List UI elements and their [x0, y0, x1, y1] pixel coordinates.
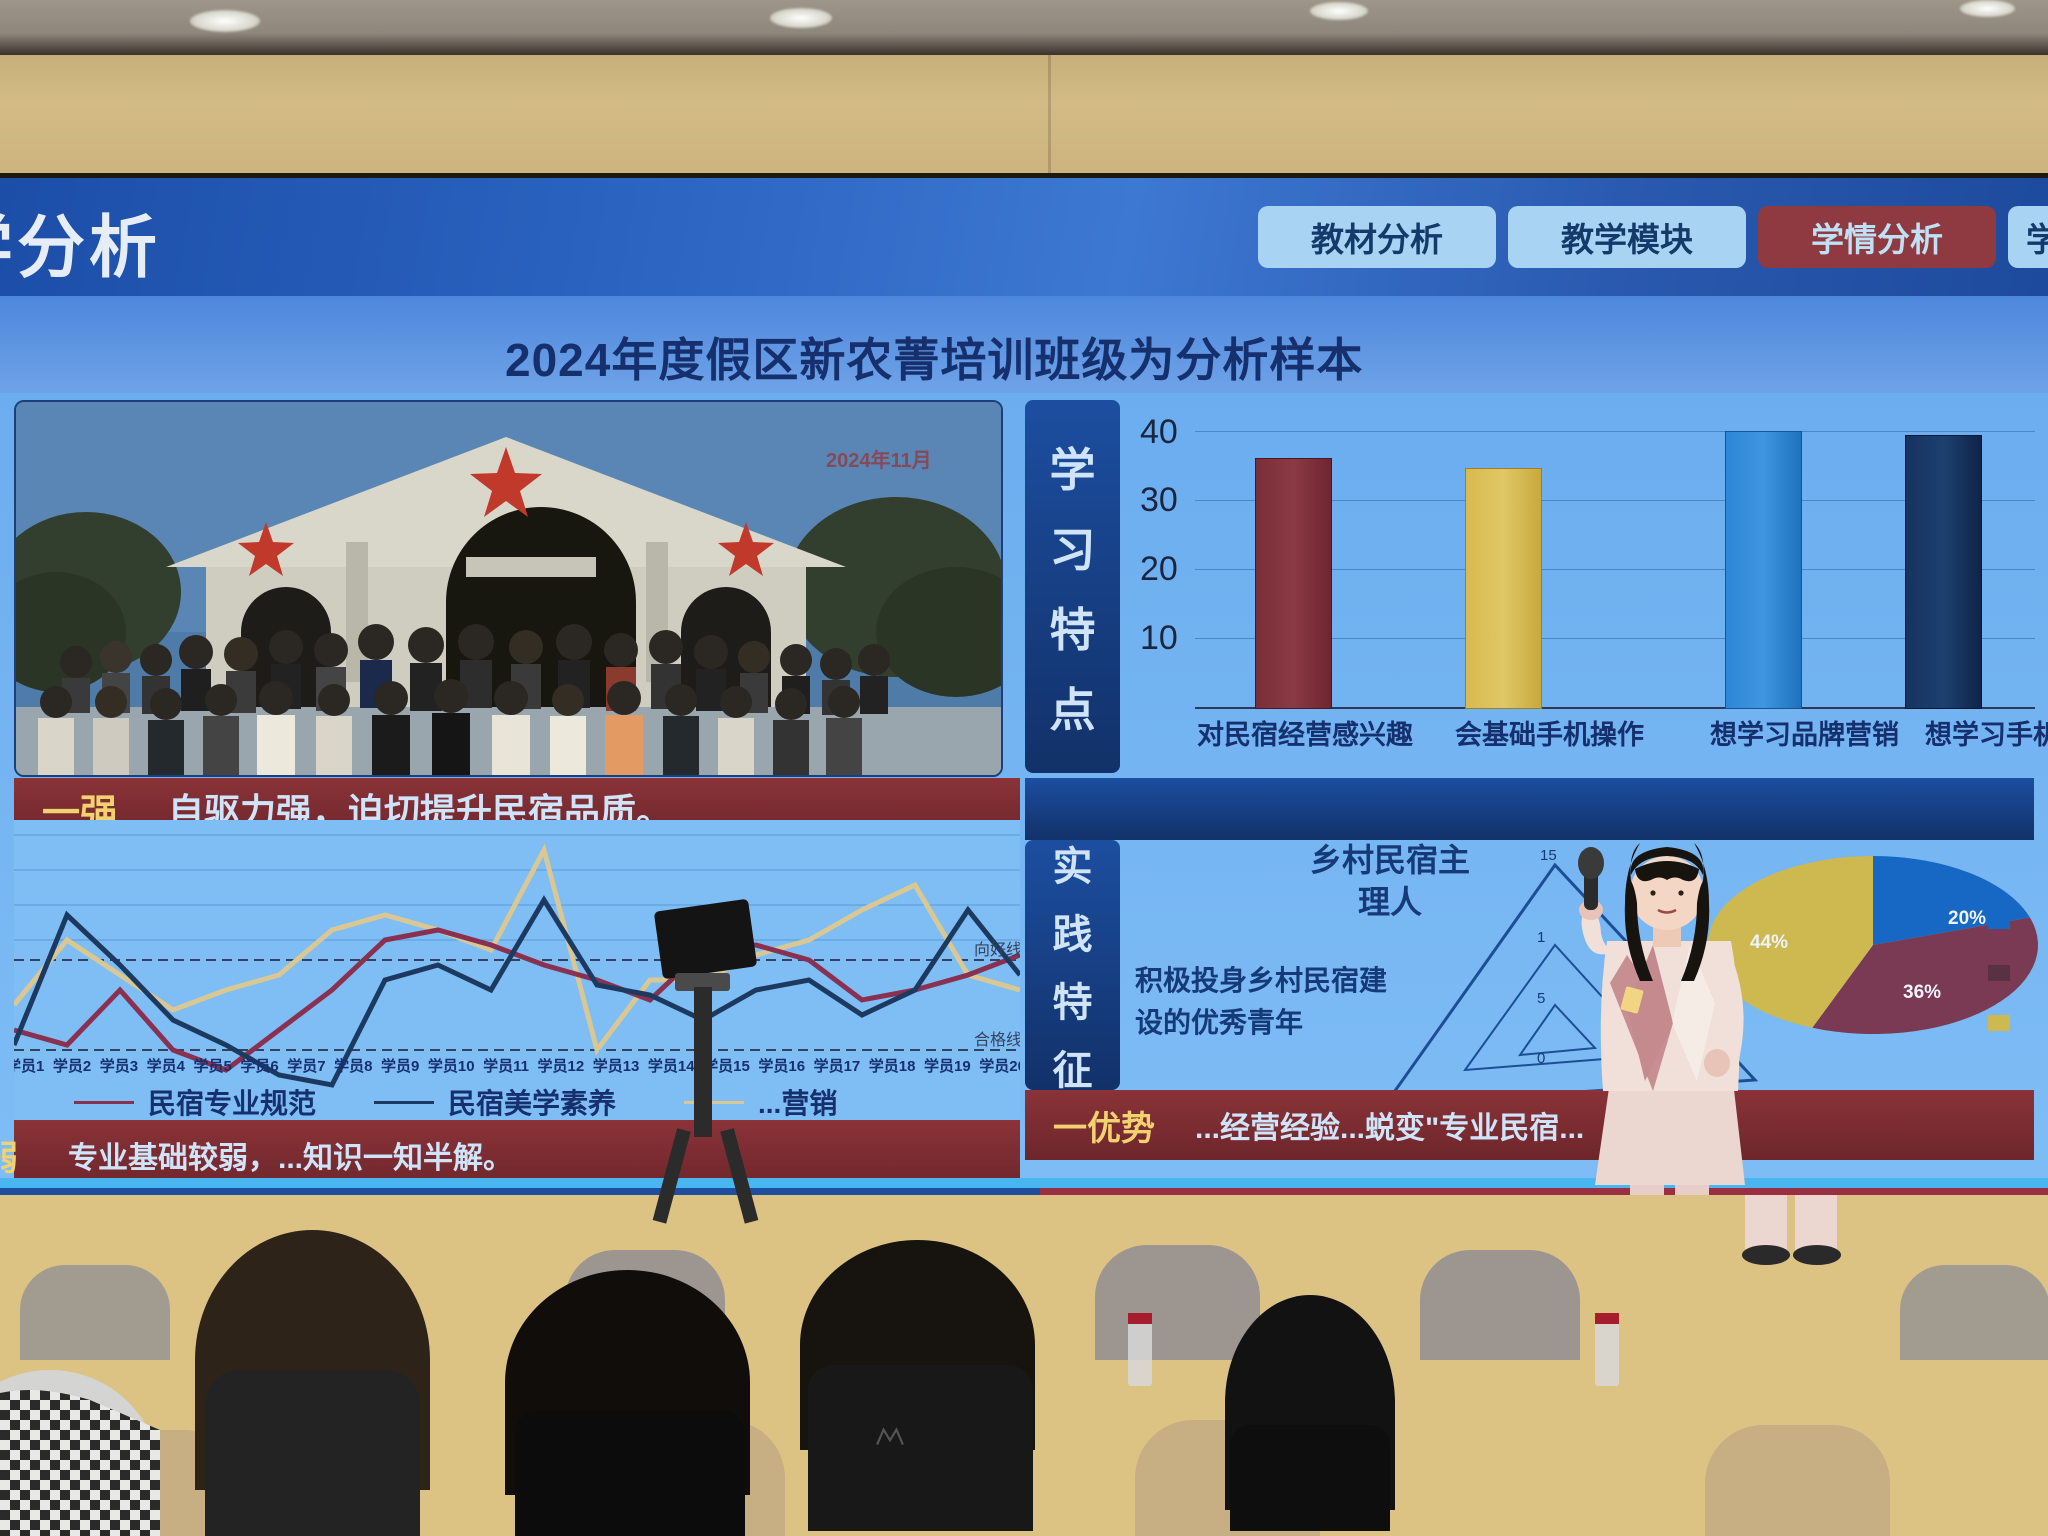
- svg-text:合格线: 合格线: [974, 1031, 1020, 1049]
- svg-text:2024年11月: 2024年11月: [826, 448, 932, 472]
- svg-text:20%: 20%: [1948, 908, 1986, 929]
- svg-text:向好线: 向好线: [974, 941, 1020, 959]
- svg-text:36%: 36%: [1903, 982, 1941, 1003]
